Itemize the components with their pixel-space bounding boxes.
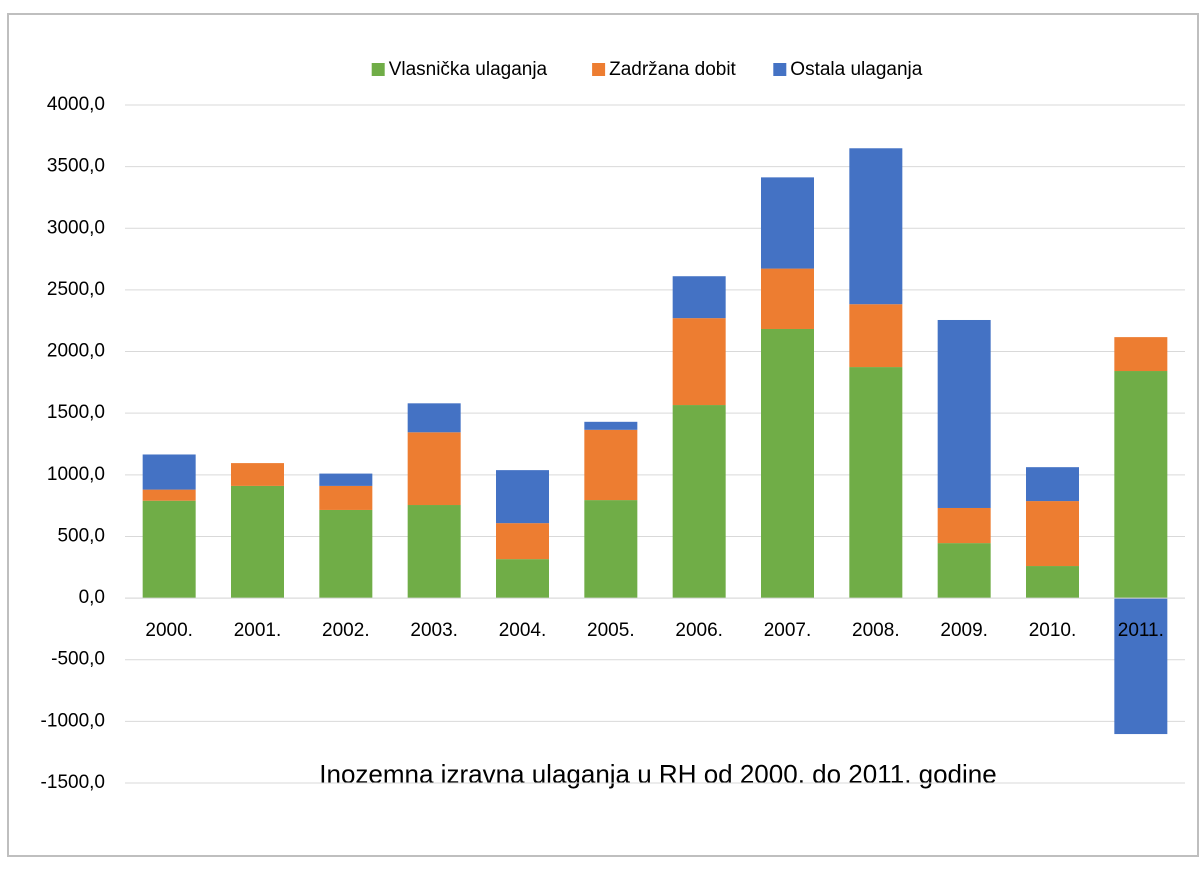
bar-segment (584, 421, 638, 430)
y-tick-label: 2000,0 (47, 341, 105, 362)
bar-segment (142, 489, 196, 501)
bar-segment (407, 403, 461, 433)
bar-segment (496, 559, 549, 599)
bar-segment (849, 367, 903, 599)
x-tick-label: 2009. (940, 620, 988, 641)
legend-label: Zadržana dobit (609, 59, 736, 80)
legend-swatch (592, 63, 606, 76)
bar-segment (319, 485, 373, 510)
y-tick-label: 500,0 (57, 525, 105, 546)
bar-segment (319, 473, 373, 486)
x-tick-label: 2006. (675, 620, 723, 641)
bar-segment (584, 429, 638, 501)
y-tick-label: -500,0 (51, 649, 105, 670)
bar-segment (231, 463, 284, 486)
bar-segment (496, 523, 549, 560)
x-tick-label: 2003. (410, 620, 458, 641)
bar-segment (849, 148, 903, 305)
bar-segment (849, 304, 903, 368)
bar-segment (142, 454, 196, 490)
bar-segment (937, 507, 991, 544)
bar-segment (761, 268, 814, 329)
bar-segment (1026, 566, 1079, 599)
x-tick-label: 2001. (234, 620, 282, 641)
bar-segment (672, 276, 726, 319)
y-tick-label: 3500,0 (47, 156, 105, 177)
y-tick-label: 2500,0 (47, 279, 105, 300)
bar-segment (1114, 337, 1168, 372)
x-tick-label: 2000. (145, 620, 193, 641)
x-tick-label: 2008. (852, 620, 900, 641)
y-tick-label: 0,0 (79, 587, 105, 608)
y-tick-label: 1000,0 (47, 464, 105, 485)
bar-segment (142, 500, 196, 599)
legend-swatch (371, 63, 385, 76)
bar-segment (407, 432, 461, 506)
y-tick-label: 4000,0 (47, 94, 105, 115)
bar-segment (1026, 467, 1079, 502)
y-tick-label: 3000,0 (47, 217, 105, 238)
bar-segment (407, 505, 461, 599)
bar-segment (937, 319, 991, 508)
legend-label: Vlasnička ulaganja (389, 59, 548, 80)
bar-segment (1026, 501, 1079, 567)
bar-segment (584, 500, 638, 599)
bar-segment (1114, 371, 1168, 599)
x-tick-label: 2011. (1118, 620, 1164, 641)
bar-segment (231, 485, 284, 599)
bar-segment (761, 328, 814, 599)
bar-segment (496, 470, 549, 524)
x-tick-label: 2005. (587, 620, 635, 641)
bar-segment (1114, 598, 1168, 735)
legend-label: Ostala ulaganja (790, 59, 922, 80)
bar-segment (672, 318, 726, 406)
bar-segment (937, 543, 991, 599)
bar-segment (672, 405, 726, 599)
x-tick-label: 2010. (1029, 620, 1077, 641)
legend-swatch (773, 63, 787, 76)
x-tick-label: 2007. (764, 620, 812, 641)
y-tick-label: -1500,0 (41, 772, 105, 793)
bar-segment (761, 177, 814, 269)
y-tick-label: 1500,0 (47, 402, 105, 423)
y-tick-label: -1000,0 (41, 710, 105, 731)
x-tick-label: 2002. (322, 620, 370, 641)
chart-title: Inozemna izravna ulaganja u RH od 2000. … (319, 759, 996, 789)
x-tick-label: 2004. (499, 620, 547, 641)
bar-segment (319, 509, 373, 599)
